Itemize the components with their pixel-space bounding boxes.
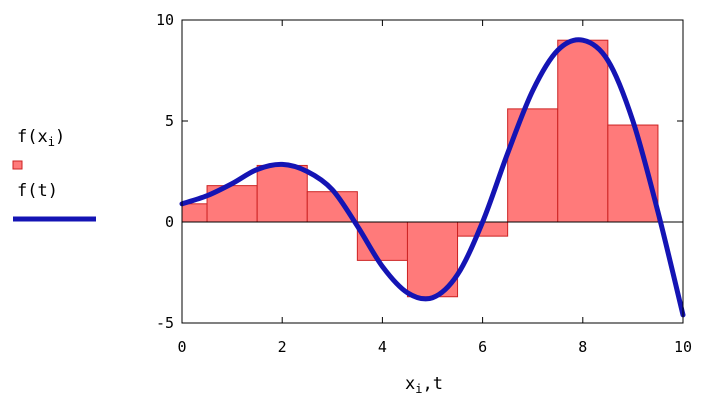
x-tick-label-3: 6 (478, 338, 487, 356)
x-axis-label: xi,t (405, 374, 443, 396)
x-tick-label-2: 4 (378, 338, 387, 356)
y-tick-label-0: 10 (156, 11, 174, 29)
y-tick-label-3: -5 (156, 314, 174, 332)
legend-bar-swatch (12, 160, 23, 170)
x-tick-label-5: 10 (674, 338, 692, 356)
legend-bar-sub: i (48, 135, 55, 149)
legend-bar-label: f(xi) (17, 127, 65, 149)
plot-frame (181, 19, 684, 324)
x-axis-label-base: x (405, 374, 415, 394)
bar-2 (256, 164, 308, 223)
legend-line-label: f(t) (17, 181, 58, 201)
curve-layer (179, 37, 686, 318)
x-tick-label-0: 0 (177, 338, 186, 356)
x-tick-label-4: 8 (578, 338, 587, 356)
x-axis-label-sub: i (415, 382, 422, 396)
x-axis-label-rest: ,t (422, 374, 442, 394)
x-tick-label-1: 2 (278, 338, 287, 356)
bar-7 (507, 108, 559, 223)
legend: f(xi) f(t) (12, 127, 96, 222)
legend-bar-base: f(x (17, 127, 48, 147)
bar-0 (181, 203, 208, 223)
curve-f-t (179, 37, 686, 318)
y-tick-label-2: 0 (165, 213, 174, 231)
bar-8 (557, 39, 609, 223)
legend-bar-close: ) (55, 127, 65, 147)
y-tick-label-1: 5 (165, 112, 174, 130)
